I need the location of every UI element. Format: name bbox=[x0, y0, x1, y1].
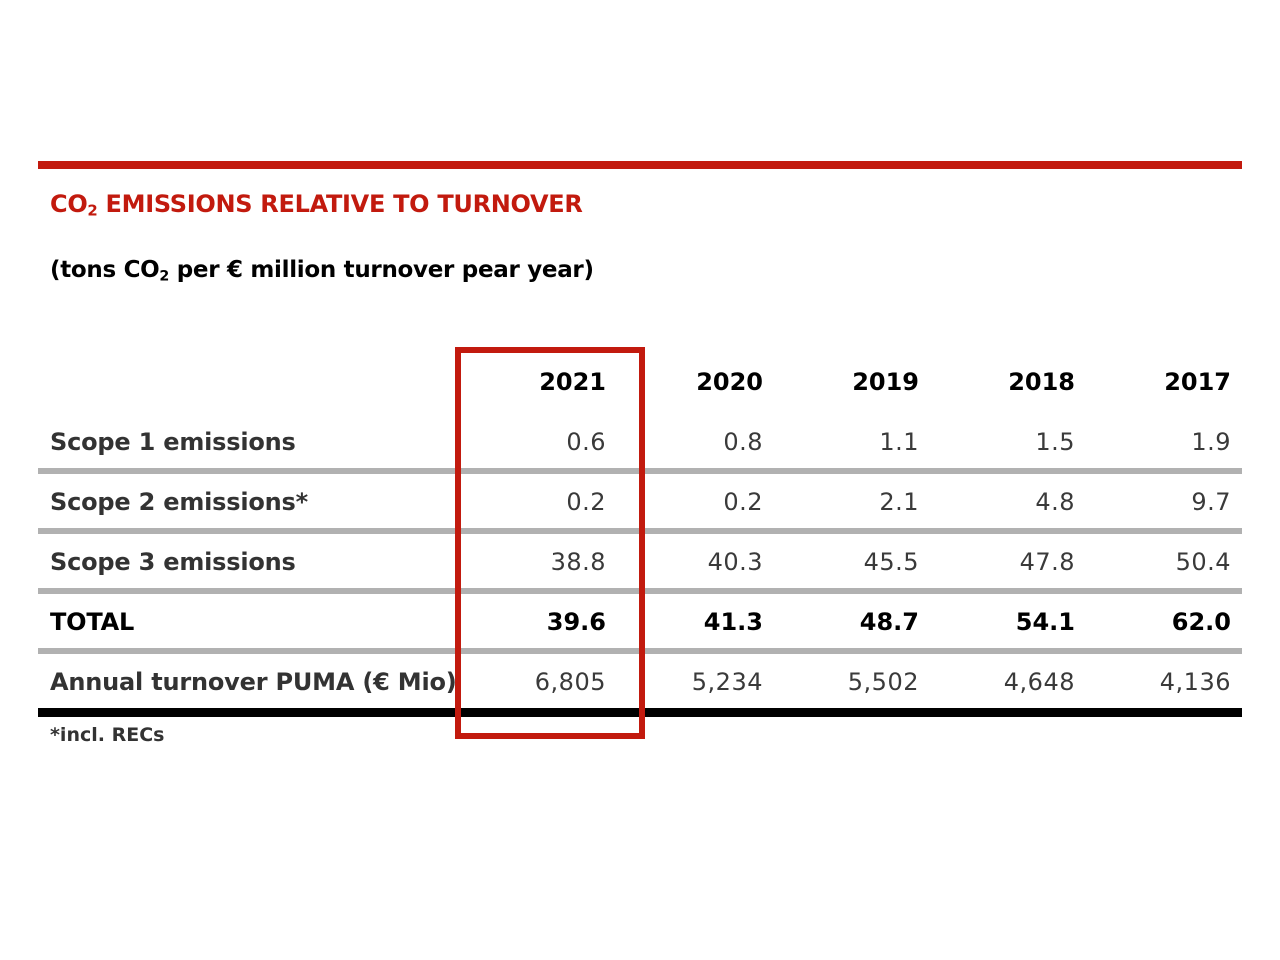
table-cell: 9.7 bbox=[1191, 488, 1231, 516]
table-cell-total: 54.1 bbox=[1015, 608, 1075, 636]
year-header-2019: 2019 bbox=[852, 368, 919, 396]
table-cell: 1.5 bbox=[1035, 428, 1075, 456]
row-divider bbox=[38, 588, 1242, 594]
table-cell-total: 39.6 bbox=[546, 608, 606, 636]
table-title: CO2 EMISSIONS RELATIVE TO TURNOVER bbox=[50, 190, 583, 220]
footnote: *incl. RECs bbox=[50, 724, 165, 746]
table-cell: 4.8 bbox=[1035, 488, 1075, 516]
row-label-scope-1: Scope 1 emissions bbox=[50, 428, 296, 456]
row-label-scope-2: Scope 2 emissions* bbox=[50, 488, 308, 516]
row-divider bbox=[38, 528, 1242, 534]
table-subtitle: (tons CO2 per € million turnover pear ye… bbox=[50, 257, 594, 285]
table-cell: 50.4 bbox=[1175, 548, 1231, 576]
row-label-scope-3: Scope 3 emissions bbox=[50, 548, 296, 576]
table-cell: 5,234 bbox=[691, 668, 763, 696]
table-cell: 0.6 bbox=[566, 428, 606, 456]
year-header-2021: 2021 bbox=[539, 368, 606, 396]
table-cell: 0.8 bbox=[723, 428, 763, 456]
table-cell: 4,648 bbox=[1003, 668, 1075, 696]
table-cell: 40.3 bbox=[707, 548, 763, 576]
table-cell: 47.8 bbox=[1019, 548, 1075, 576]
year-header-2017: 2017 bbox=[1164, 368, 1231, 396]
table-bottom-rule bbox=[38, 708, 1242, 717]
row-label-annual-turnover: Annual turnover PUMA (€ Mio) bbox=[50, 668, 457, 696]
table-cell: 5,502 bbox=[847, 668, 919, 696]
table-cell-total: 62.0 bbox=[1171, 608, 1231, 636]
row-divider bbox=[38, 648, 1242, 654]
table-cell-total: 41.3 bbox=[703, 608, 763, 636]
table-cell: 2.1 bbox=[879, 488, 919, 516]
table-cell: 45.5 bbox=[863, 548, 919, 576]
table-cell: 38.8 bbox=[550, 548, 606, 576]
top-accent-rule bbox=[38, 161, 1242, 169]
row-label-total: TOTAL bbox=[50, 608, 135, 636]
row-divider bbox=[38, 468, 1242, 474]
table-cell: 1.9 bbox=[1191, 428, 1231, 456]
year-header-2020: 2020 bbox=[696, 368, 763, 396]
table-cell: 4,136 bbox=[1159, 668, 1231, 696]
table-cell: 0.2 bbox=[723, 488, 763, 516]
table-cell: 1.1 bbox=[879, 428, 919, 456]
year-header-2018: 2018 bbox=[1008, 368, 1075, 396]
table-cell: 0.2 bbox=[566, 488, 606, 516]
table-cell-total: 48.7 bbox=[859, 608, 919, 636]
table-cell: 6,805 bbox=[534, 668, 606, 696]
